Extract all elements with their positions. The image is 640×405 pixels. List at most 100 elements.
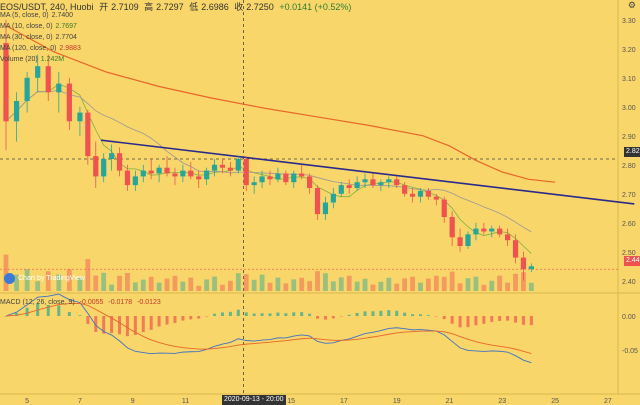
volume-bar [228,280,233,291]
candle-body [489,228,495,232]
candle-body [307,176,313,188]
candle-body [299,173,305,177]
candle-body [109,153,115,159]
volume-bar [521,272,526,291]
volume-bar [35,281,41,291]
indicator-ma10[interactable]: MA (10, close, 0) 2.7697 [0,23,77,30]
volume-bar [362,278,368,291]
indicator-volume[interactable]: Volume (20) 1.242M [0,56,65,63]
candle-body [275,173,281,180]
macd-histogram-bar [458,316,462,328]
macd-histogram-bar [411,314,415,316]
candle-body [13,101,20,122]
macd-histogram-bar [268,313,272,316]
x-tick-label: 25 [551,398,559,405]
macd-histogram-bar [292,312,296,316]
x-tick-label: 9 [131,398,135,405]
macd-histogram-bar [466,316,470,328]
macd-histogram-bar [355,313,359,316]
indicator-ma5[interactable]: MA (5, close, 0) 2.7400 [0,12,74,19]
candle-body [378,182,384,186]
macd-histogram-bar [331,316,335,319]
volume-bar [338,277,344,291]
volume-bar [188,277,194,291]
x-tick-label: 11 [182,398,189,405]
volume-bar [172,275,178,291]
candle-body [338,185,344,194]
crosshair-time-badge: 2020-09-13 - 20:00 [222,395,286,405]
macd-histogram-bar [133,316,137,335]
macd-histogram-bar [94,316,98,332]
macd-histogram-bar [141,316,145,333]
volume-bar [315,271,320,291]
high-value: 2.7297 [156,2,184,12]
volume-bar [93,275,99,291]
x-tick-label: 17 [340,398,348,405]
candle-body [520,257,527,270]
volume-bar [109,284,114,291]
macd-histogram-bar [371,311,375,316]
volume-bar [410,276,415,291]
macd-histogram-bar [197,316,201,319]
x-tick-label: 19 [393,398,401,405]
macd-histogram-bar [339,316,343,317]
volume-bar [457,283,463,291]
volume-bar [267,282,273,291]
y-tick-label: 2.90 [622,134,636,141]
macd-signal-line [5,302,532,355]
candle-body [116,153,123,171]
macd-histogram-bar [46,304,50,316]
macd-histogram-bar [236,309,240,316]
candle-body [196,176,202,180]
candle-body [77,112,83,122]
y-tick-label: 2.80 [622,163,636,170]
volume-bar [3,254,9,291]
macd-histogram-bar [189,316,193,320]
indicator-ma120[interactable]: MA (120, close, 0) 2.9883 [0,45,81,52]
candle-body [235,159,241,171]
volume-bar [473,276,479,291]
candle-body [354,182,360,188]
y-tick-label: 2.40 [622,279,636,286]
candle-body [417,190,424,197]
chart-header: EOS/USDT, 240, Huobi 开 2.7109 高 2.7297 低 2.… [0,0,354,13]
candle-body [425,190,431,197]
candle-body [457,237,463,246]
volume-bar [299,277,305,291]
macd-legend[interactable]: MACD (12, 26, close, 9) -0.0055 -0.0178 … [0,299,161,306]
volume-bar [402,278,408,291]
candle-body [180,170,186,177]
candle-body [188,170,194,177]
candle-body [259,176,265,183]
volume-bar [156,282,162,291]
candle-body [330,193,336,203]
volume-bar [251,279,257,291]
candle-body [85,112,91,157]
volume-bar [212,276,217,291]
macd-histogram-bar [418,314,422,316]
candle-body [56,83,62,93]
volume-bar [235,273,241,291]
macd-histogram-bar [213,313,217,316]
ma120-line [5,25,556,183]
volume-bar [45,271,51,291]
tradingview-watermark[interactable]: Chart by TradingView [4,273,85,284]
volume-bar [433,275,439,291]
low-label: 低 [189,2,199,12]
macd-histogram-bar [228,311,232,316]
x-tick-label: 23 [498,398,506,405]
candle-body [66,83,72,122]
macd-histogram-bar [165,316,169,325]
candle-body [291,173,297,183]
volume-bar [465,278,471,291]
price-scale [618,0,640,405]
macd-histogram-bar [149,316,153,330]
settings-icon[interactable]: ⚙ [627,0,636,10]
candle-body [164,167,170,174]
macd-histogram-bar [498,316,502,321]
macd-histogram-bar [157,316,161,327]
candle-body [394,179,400,186]
volume-bar [101,272,107,291]
indicator-ma30[interactable]: MA (30, close, 0) 2.7704 [0,34,77,41]
